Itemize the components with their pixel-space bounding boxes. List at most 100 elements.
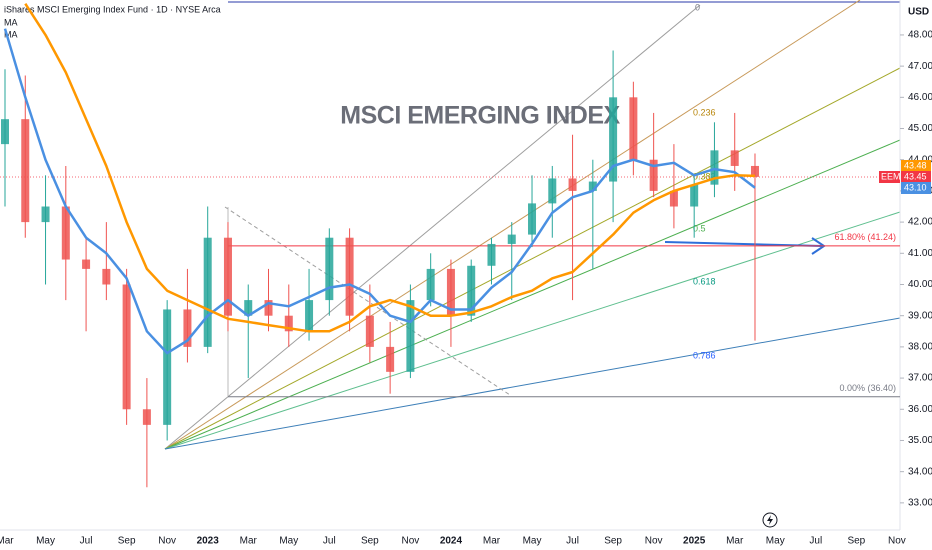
candle-body bbox=[82, 259, 91, 269]
candle-body bbox=[467, 265, 476, 316]
candle-body bbox=[163, 309, 172, 425]
price-tag bbox=[901, 160, 931, 172]
y-tick-label: 48.00 bbox=[908, 30, 932, 41]
candle-body bbox=[325, 237, 334, 301]
candle-body bbox=[386, 346, 395, 372]
candle-body bbox=[122, 284, 131, 410]
fan-line bbox=[164, 0, 861, 450]
x-tick-label: May bbox=[36, 536, 55, 547]
y-tick-label: 41.00 bbox=[908, 248, 932, 259]
fan-line bbox=[164, 4, 701, 450]
candle-body bbox=[669, 190, 678, 207]
y-tick-label: 35.00 bbox=[908, 435, 932, 446]
price-tag-label: 43.48 bbox=[904, 160, 927, 170]
x-tick-label: Nov bbox=[888, 536, 906, 547]
x-tick-label: Jul bbox=[566, 536, 579, 547]
y-tick-label: 33.00 bbox=[908, 498, 932, 509]
candle-body bbox=[21, 119, 30, 223]
candle-body bbox=[528, 203, 537, 235]
candle-body bbox=[102, 268, 111, 285]
candles bbox=[1, 50, 759, 488]
x-tick-label: Nov bbox=[645, 536, 663, 547]
fib-label: 0.5 bbox=[693, 223, 706, 233]
dashed-line bbox=[224, 206, 511, 396]
legend-entry: MA bbox=[4, 17, 18, 27]
y-tick-label: 42.00 bbox=[908, 217, 932, 228]
fan-line bbox=[164, 317, 901, 450]
y-tick-label: 47.00 bbox=[908, 61, 932, 72]
x-tick-label: Mar bbox=[483, 536, 501, 547]
candle-body bbox=[487, 243, 496, 266]
candle-body bbox=[244, 300, 253, 316]
candle-body bbox=[142, 409, 151, 425]
candle-body bbox=[568, 178, 577, 191]
candle-body bbox=[446, 268, 455, 316]
x-tick-label: Mar bbox=[240, 536, 258, 547]
x-tick-label: Sep bbox=[847, 536, 865, 547]
y-axis-label: USD bbox=[908, 7, 929, 18]
y-tick-label: 37.00 bbox=[908, 373, 932, 384]
ma-line bbox=[24, 3, 756, 333]
candle-body bbox=[203, 237, 212, 347]
x-tick-label: Mar bbox=[0, 536, 14, 547]
x-tick-label: Jul bbox=[323, 536, 336, 547]
candle-body bbox=[284, 315, 293, 332]
candle-body bbox=[426, 268, 435, 301]
candle-body bbox=[609, 97, 618, 182]
fan-line bbox=[164, 67, 901, 450]
x-tick-label: Nov bbox=[402, 536, 420, 547]
price-tag-label: 43.45 bbox=[904, 171, 927, 181]
x-tick-label: May bbox=[279, 536, 298, 547]
candle-body bbox=[264, 300, 273, 316]
candle-body bbox=[41, 206, 50, 223]
x-tick-label: Nov bbox=[158, 536, 176, 547]
ma-line bbox=[3, 28, 756, 355]
candle-body bbox=[690, 184, 699, 207]
candle-body bbox=[750, 165, 759, 177]
level-label: 0.00% (36.40) bbox=[839, 383, 896, 393]
y-tick-label: 36.00 bbox=[908, 404, 932, 415]
candle-body bbox=[507, 234, 516, 244]
candle-body bbox=[649, 159, 658, 191]
fib-label: 0.236 bbox=[693, 107, 716, 117]
x-tick-label: Sep bbox=[604, 536, 622, 547]
x-tick-label: May bbox=[523, 536, 542, 547]
level-label: 61.80% (41.24) bbox=[834, 232, 896, 242]
y-tick-label: 45.00 bbox=[908, 123, 932, 134]
x-tick-label: Jul bbox=[809, 536, 822, 547]
fib-label: 0 bbox=[695, 2, 700, 12]
x-tick-label: May bbox=[766, 536, 785, 547]
candle-body bbox=[588, 181, 597, 191]
y-tick-label: 44.00 bbox=[908, 154, 932, 165]
y-tick-label: 38.00 bbox=[908, 342, 932, 353]
fib-label: 0.786 bbox=[693, 350, 716, 360]
fan-line bbox=[164, 211, 901, 450]
x-tick-label: Sep bbox=[361, 536, 379, 547]
fib-label: 0.618 bbox=[693, 276, 716, 286]
price-tag-name-bg bbox=[879, 171, 900, 183]
candle-body bbox=[365, 315, 374, 347]
x-tick-label: Sep bbox=[118, 536, 136, 547]
y-tick-label: 40.00 bbox=[908, 279, 932, 290]
fan-line bbox=[164, 139, 901, 450]
candle-body bbox=[406, 300, 415, 372]
x-tick-label: 2023 bbox=[197, 536, 220, 547]
candle-body bbox=[1, 119, 9, 145]
fib-label: 0.382 bbox=[693, 171, 716, 181]
price-tag-name: EEM bbox=[881, 171, 901, 181]
y-tick-label: 34.00 bbox=[908, 466, 932, 477]
candle-body bbox=[223, 237, 232, 316]
candle-body bbox=[61, 206, 70, 260]
candle-body bbox=[305, 300, 314, 332]
legend-entry: MA bbox=[4, 29, 18, 39]
lightning-icon[interactable] bbox=[762, 512, 778, 528]
x-tick-label: Jul bbox=[80, 536, 93, 547]
x-tick-label: 2025 bbox=[683, 536, 706, 547]
candle-body bbox=[548, 178, 557, 204]
y-tick-label: 39.00 bbox=[908, 310, 932, 321]
price-tag bbox=[901, 182, 931, 194]
candle-body bbox=[183, 309, 192, 347]
y-tick-label: 46.00 bbox=[908, 92, 932, 103]
price-tag bbox=[901, 171, 931, 183]
